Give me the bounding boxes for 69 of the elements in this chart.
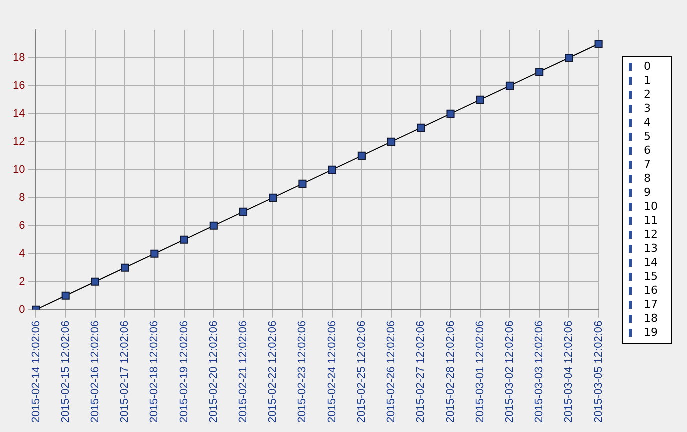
point [121,264,130,272]
point [417,124,426,132]
point [239,208,248,216]
y-tick-label: 10 [12,164,26,176]
text: 15 [644,270,658,284]
x-tick-label: 2015-02-23 12:02:06 [296,320,309,424]
text: 1 [644,74,651,88]
y-tick-label: 18 [12,52,26,64]
text: 2 [644,88,651,102]
y-tick-label: 0 [19,304,26,316]
text: 12 [644,228,658,242]
x-tick-label: 2015-02-25 12:02:06 [356,320,368,424]
x-tick-label: 2015-03-05 12:02:06 [592,320,605,424]
x-tick-label: 2015-02-16 12:02:06 [89,320,102,424]
text: 17 [644,298,658,312]
point [269,194,278,202]
point [506,82,514,90]
x-tick-label: 2015-02-21 12:02:06 [238,320,250,424]
point [565,54,574,62]
point [62,292,70,300]
point [210,222,218,230]
text: 0 [644,60,651,74]
y-tick-label: 2 [19,276,26,288]
text: 7 [644,158,651,172]
point [298,180,307,188]
x-tick-label: 2015-03-04 12:02:06 [563,320,576,424]
text: 10 [644,200,658,214]
text: 14 [644,256,658,270]
point [446,110,455,118]
point [328,166,336,174]
y-tick-label: 6 [19,220,26,232]
x-tick-label: 2015-02-14 12:02:06 [30,320,42,424]
point [594,40,603,48]
y-tick-label: 16 [12,80,26,92]
text: 6 [644,144,651,158]
point [536,68,544,76]
x-tick-label: 2015-03-02 12:02:06 [504,320,516,424]
x-tick-label: 2015-02-27 12:02:06 [415,320,428,424]
x-tick-label: 2015-02-28 12:02:06 [444,320,457,424]
x-tick-label: 2015-02-24 12:02:06 [326,320,338,424]
x-tick-label: 2015-02-22 12:02:06 [267,320,280,424]
point [476,96,484,104]
y-tick-label: 4 [19,248,26,260]
y-tick-label: 14 [12,108,26,120]
point [91,278,100,286]
x-tick-label: 2015-02-17 12:02:06 [119,320,132,424]
y-tick-label: 12 [12,136,26,148]
point [180,236,188,244]
point [150,250,159,258]
text: 8 [644,172,651,186]
x-tick-label: 2015-03-01 12:02:06 [474,320,486,424]
x-tick-label: 2015-02-18 12:02:06 [148,320,161,424]
text: 9 [644,186,651,200]
text: 3 [644,102,651,116]
text: 11 [644,214,658,228]
x-tick-label: 2015-02-15 12:02:06 [60,320,72,424]
point [388,138,396,146]
text: 16 [644,284,658,298]
y-tick-label: 8 [19,192,26,204]
text: 5 [644,130,651,144]
x-tick-label: 2015-03-03 12:02:06 [534,320,546,424]
x-tick-label: 2015-02-20 12:02:06 [208,320,220,424]
text: 13 [644,242,658,256]
text: 19 [644,326,658,340]
text: 18 [644,312,658,326]
text: 4 [644,116,651,130]
x-tick-label: 2015-02-19 12:02:06 [178,320,190,424]
x-tick-label: 2015-02-26 12:02:06 [386,320,398,424]
point [358,152,366,160]
